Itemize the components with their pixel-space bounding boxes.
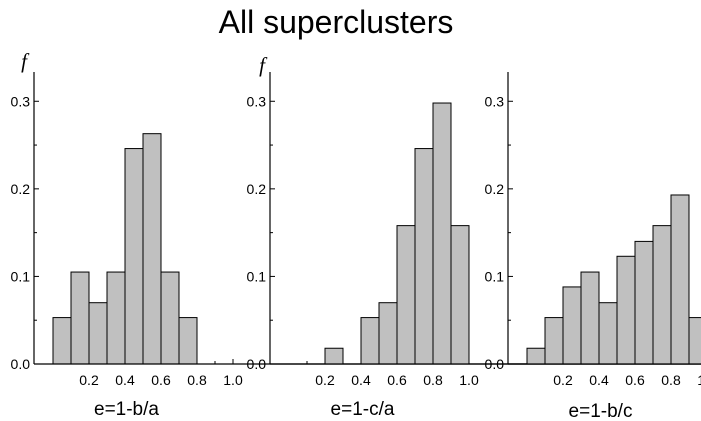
bar [378, 302, 398, 365]
bar [124, 148, 144, 365]
y-tick-label: 0.1 [11, 268, 31, 284]
y-tick-label: 0.3 [11, 93, 31, 109]
x-tick-label: 0.4 [589, 372, 609, 388]
bar [580, 271, 600, 365]
x-axis-label: e=1-b/c [569, 401, 633, 421]
x-tick-label: 0.4 [351, 372, 371, 388]
bar [52, 317, 72, 365]
y-tick-label: 0.2 [247, 181, 267, 197]
bar [562, 286, 582, 365]
bar [670, 194, 690, 365]
bar [106, 271, 126, 365]
x-axis-label: e=1-c/a [331, 399, 395, 420]
y-axis-label: f [21, 49, 30, 73]
x-tick-label: 0.8 [423, 372, 443, 388]
x-tick-label: 1.0 [459, 372, 479, 388]
bar [160, 271, 180, 365]
x-tick-label: 0.2 [315, 372, 335, 388]
y-tick-label: 0.0 [485, 356, 505, 372]
bar [88, 302, 108, 365]
x-tick-label: 0.6 [625, 372, 645, 388]
x-tick-label: 0.6 [387, 372, 407, 388]
y-tick-label: 0.2 [485, 181, 505, 197]
bar [142, 133, 162, 365]
x-tick-label: 0.4 [115, 372, 135, 388]
bar [396, 225, 416, 365]
x-tick-label: 0.8 [187, 372, 207, 388]
x-axis-label: e=1-b/a [94, 399, 159, 420]
x-tick-label: 0.6 [151, 372, 171, 388]
x-tick-label: 0.8 [661, 372, 681, 388]
y-tick-label: 0.2 [11, 181, 31, 197]
y-axis-label: f [259, 53, 268, 77]
y-tick-label: 0.0 [11, 356, 31, 372]
y-tick-label: 0.3 [247, 93, 267, 109]
bar [526, 347, 546, 365]
figure-title: All superclusters [219, 4, 454, 40]
x-tick-label: 1.0 [223, 372, 243, 388]
x-tick-label: 0.2 [79, 372, 99, 388]
panel-3: 0.0 0.1 0.2 0.3 0.2 0.4 0.6 0.8 1.0 e=1-b/c [485, 72, 701, 421]
bar [544, 317, 564, 365]
bar [178, 317, 198, 365]
y-tick-label: 0.1 [485, 268, 505, 284]
bar [414, 148, 434, 365]
panel-2: 0.0 0.1 0.2 0.3 0.2 0.4 0.6 0.8 1.0 e=1-c/a f [247, 53, 701, 420]
x-tick-label: 0.2 [553, 372, 573, 388]
bar [432, 102, 452, 365]
bar [688, 317, 701, 365]
bar [616, 255, 636, 365]
bar [70, 271, 90, 365]
bar [450, 225, 470, 365]
bar [634, 240, 654, 365]
bar [652, 225, 672, 365]
bar [598, 302, 618, 365]
panels: 0.00.10.20.30.2 0.4 0.6 0.8 1.0e=1-b/af0.00.… [11, 49, 701, 421]
bar [324, 347, 344, 365]
bar [360, 317, 380, 365]
x-tick-label: 1.0 [697, 372, 701, 388]
y-tick-label: 0.0 [247, 356, 267, 372]
y-tick-label: 0.3 [485, 93, 505, 109]
y-tick-label: 0.1 [247, 268, 267, 284]
